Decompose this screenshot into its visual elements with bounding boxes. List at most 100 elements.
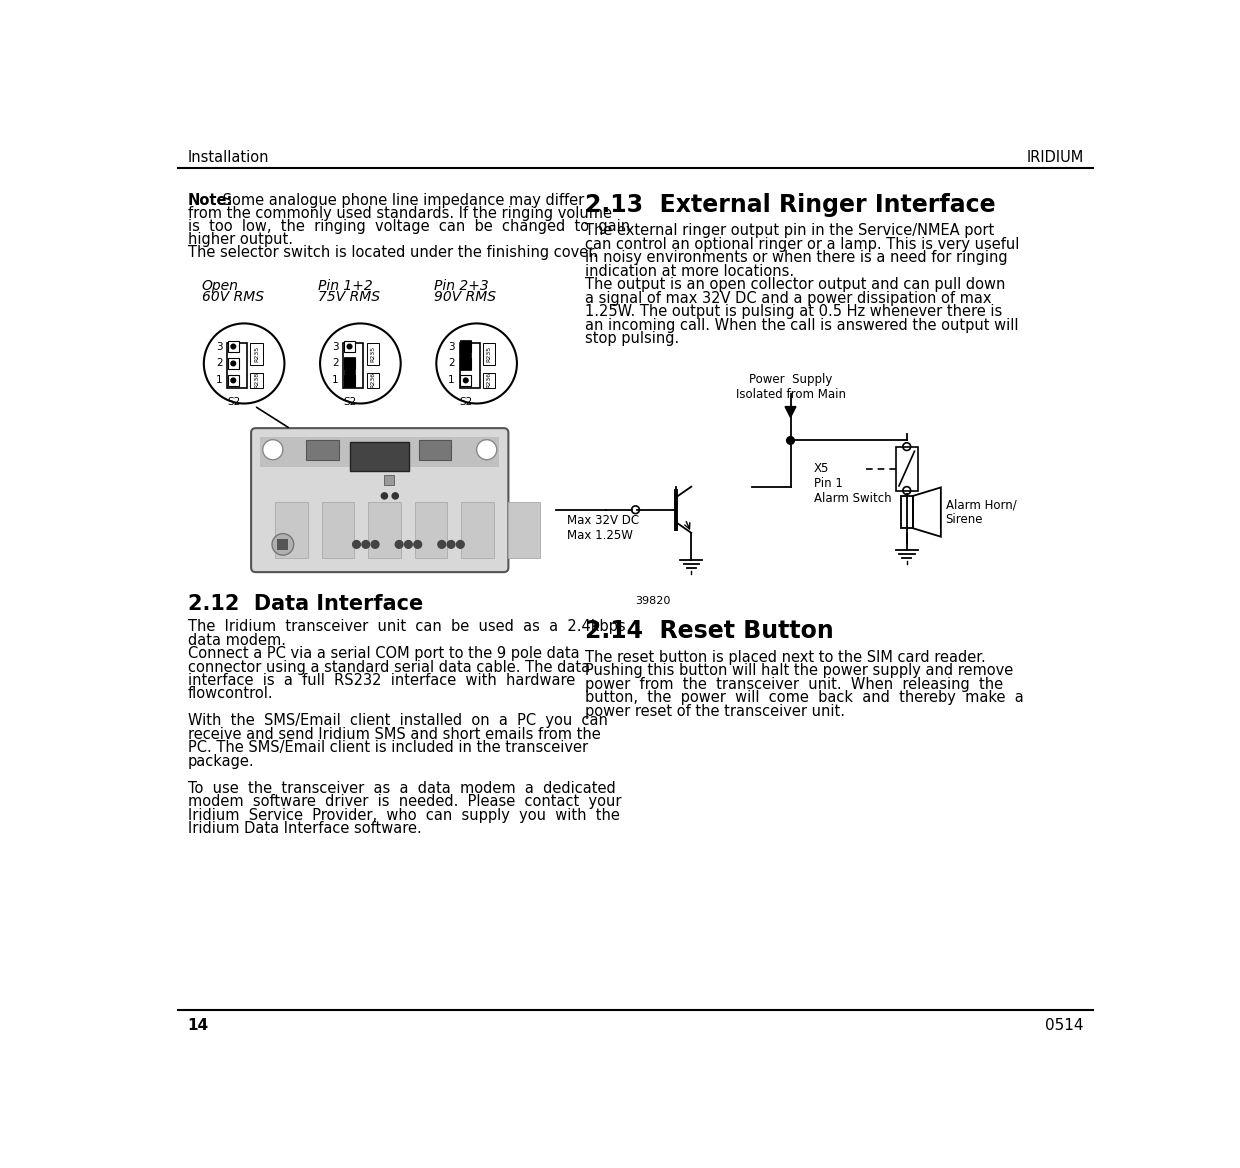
Text: 60V RMS: 60V RMS bbox=[201, 291, 263, 305]
Text: 3: 3 bbox=[216, 341, 222, 352]
Text: 3: 3 bbox=[449, 341, 455, 352]
Circle shape bbox=[231, 361, 236, 366]
Text: a signal of max 32V DC and a power dissipation of max: a signal of max 32V DC and a power dissi… bbox=[585, 291, 992, 306]
Bar bbox=[900, 496, 913, 528]
Text: 39820: 39820 bbox=[635, 596, 671, 606]
Bar bbox=[367, 373, 379, 388]
Text: The output is an open collector output and can pull down: The output is an open collector output a… bbox=[585, 277, 1006, 292]
Text: 3: 3 bbox=[332, 341, 339, 352]
Bar bbox=[482, 343, 495, 366]
Text: The selector switch is located under the finishing cover.: The selector switch is located under the… bbox=[187, 245, 598, 260]
FancyBboxPatch shape bbox=[250, 429, 508, 572]
Bar bbox=[351, 442, 409, 471]
Bar bbox=[460, 375, 471, 385]
Bar bbox=[278, 538, 288, 550]
Text: in noisy environments or when there is a need for ringing: in noisy environments or when there is a… bbox=[585, 250, 1008, 265]
Circle shape bbox=[352, 541, 361, 548]
Circle shape bbox=[371, 541, 379, 548]
Text: 2: 2 bbox=[216, 359, 222, 368]
Bar bbox=[460, 341, 471, 352]
Bar bbox=[460, 343, 480, 388]
Text: S2: S2 bbox=[343, 397, 357, 408]
Text: 2.13  External Ringer Interface: 2.13 External Ringer Interface bbox=[585, 193, 996, 216]
Bar bbox=[228, 375, 238, 385]
Text: R238: R238 bbox=[254, 373, 259, 389]
Text: R236: R236 bbox=[486, 373, 491, 389]
Text: Iridium  Service  Provider,  who  can  supply  you  with  the: Iridium Service Provider, who can supply… bbox=[187, 808, 620, 822]
Circle shape bbox=[414, 541, 422, 548]
Text: package.: package. bbox=[187, 753, 254, 769]
Circle shape bbox=[347, 345, 352, 349]
Bar bbox=[321, 502, 355, 558]
Text: Open: Open bbox=[201, 279, 238, 293]
Circle shape bbox=[438, 541, 445, 548]
Bar bbox=[367, 343, 379, 366]
Circle shape bbox=[231, 345, 236, 349]
Polygon shape bbox=[785, 406, 796, 417]
Bar bbox=[345, 357, 355, 387]
Bar bbox=[345, 359, 355, 369]
Text: The reset button is placed next to the SIM card reader.: The reset button is placed next to the S… bbox=[585, 649, 986, 665]
Text: R235: R235 bbox=[371, 346, 376, 362]
Circle shape bbox=[396, 541, 403, 548]
Text: flowcontrol.: flowcontrol. bbox=[187, 687, 273, 702]
Text: can control an optional ringer or a lamp. This is very useful: can control an optional ringer or a lamp… bbox=[585, 237, 1019, 252]
Text: Pin 2+3: Pin 2+3 bbox=[434, 279, 489, 293]
Circle shape bbox=[231, 378, 236, 383]
Text: R235: R235 bbox=[254, 346, 259, 362]
Circle shape bbox=[786, 437, 795, 444]
Bar bbox=[507, 502, 541, 558]
Bar bbox=[895, 446, 918, 491]
Text: modem  software  driver  is  needed.  Please  contact  your: modem software driver is needed. Please … bbox=[187, 794, 621, 809]
Bar bbox=[419, 440, 451, 460]
Text: Pushing this button will halt the power supply and remove: Pushing this button will halt the power … bbox=[585, 663, 1013, 679]
Text: Pin 1+2: Pin 1+2 bbox=[317, 279, 372, 293]
Text: 2: 2 bbox=[332, 359, 339, 368]
Circle shape bbox=[263, 439, 283, 460]
Bar bbox=[368, 502, 401, 558]
Circle shape bbox=[381, 493, 387, 499]
Bar bbox=[345, 375, 355, 385]
Circle shape bbox=[464, 378, 469, 383]
Text: 2.14  Reset Button: 2.14 Reset Button bbox=[585, 619, 833, 644]
Text: receive and send Iridium SMS and short emails from the: receive and send Iridium SMS and short e… bbox=[187, 726, 600, 742]
Bar bbox=[250, 373, 263, 388]
Text: R236: R236 bbox=[371, 373, 376, 389]
Text: 2: 2 bbox=[449, 359, 455, 368]
Bar bbox=[260, 437, 498, 467]
Text: R235: R235 bbox=[486, 346, 491, 362]
Text: X5
Pin 1
Alarm Switch: X5 Pin 1 Alarm Switch bbox=[813, 463, 892, 506]
Circle shape bbox=[456, 541, 464, 548]
Bar bbox=[228, 359, 238, 369]
Circle shape bbox=[362, 541, 370, 548]
Text: Iridium Data Interface software.: Iridium Data Interface software. bbox=[187, 821, 422, 836]
Text: IRIDIUM: IRIDIUM bbox=[1027, 150, 1084, 165]
Bar bbox=[482, 373, 495, 388]
Text: With  the  SMS/Email  client  installed  on  a  PC  you  can: With the SMS/Email client installed on a… bbox=[187, 714, 608, 729]
Circle shape bbox=[392, 493, 398, 499]
Text: PC. The SMS/Email client is included in the transceiver: PC. The SMS/Email client is included in … bbox=[187, 741, 588, 756]
Text: To  use  the  transceiver  as  a  data  modem  a  dedicated: To use the transceiver as a data modem a… bbox=[187, 780, 615, 795]
Text: indication at more locations.: indication at more locations. bbox=[585, 264, 795, 279]
Bar bbox=[250, 343, 263, 366]
Circle shape bbox=[272, 534, 294, 555]
Text: 0514: 0514 bbox=[1045, 1018, 1084, 1034]
Bar bbox=[228, 341, 238, 352]
Circle shape bbox=[448, 541, 455, 548]
Text: is  too  low,  the  ringing  voltage  can  be  changed  to  gain: is too low, the ringing voltage can be c… bbox=[187, 218, 630, 234]
Bar bbox=[460, 359, 471, 369]
Text: 1.25W. The output is pulsing at 0.5 Hz whenever there is: 1.25W. The output is pulsing at 0.5 Hz w… bbox=[585, 304, 1002, 319]
Bar bbox=[345, 341, 355, 352]
Bar bbox=[460, 340, 471, 369]
Bar bbox=[343, 343, 363, 388]
Text: stop pulsing.: stop pulsing. bbox=[585, 331, 680, 346]
Text: power  from  the  transceiver  unit.  When  releasing  the: power from the transceiver unit. When re… bbox=[585, 676, 1003, 691]
Text: button,  the  power  will  come  back  and  thereby  make  a: button, the power will come back and the… bbox=[585, 690, 1024, 705]
Text: The external ringer output pin in the Service/NMEA port: The external ringer output pin in the Se… bbox=[585, 223, 994, 238]
Bar bbox=[275, 502, 308, 558]
Text: higher output.: higher output. bbox=[187, 231, 293, 246]
Bar bbox=[384, 475, 394, 485]
Text: S2: S2 bbox=[227, 397, 241, 408]
Text: 75V RMS: 75V RMS bbox=[317, 291, 379, 305]
Bar bbox=[306, 440, 339, 460]
